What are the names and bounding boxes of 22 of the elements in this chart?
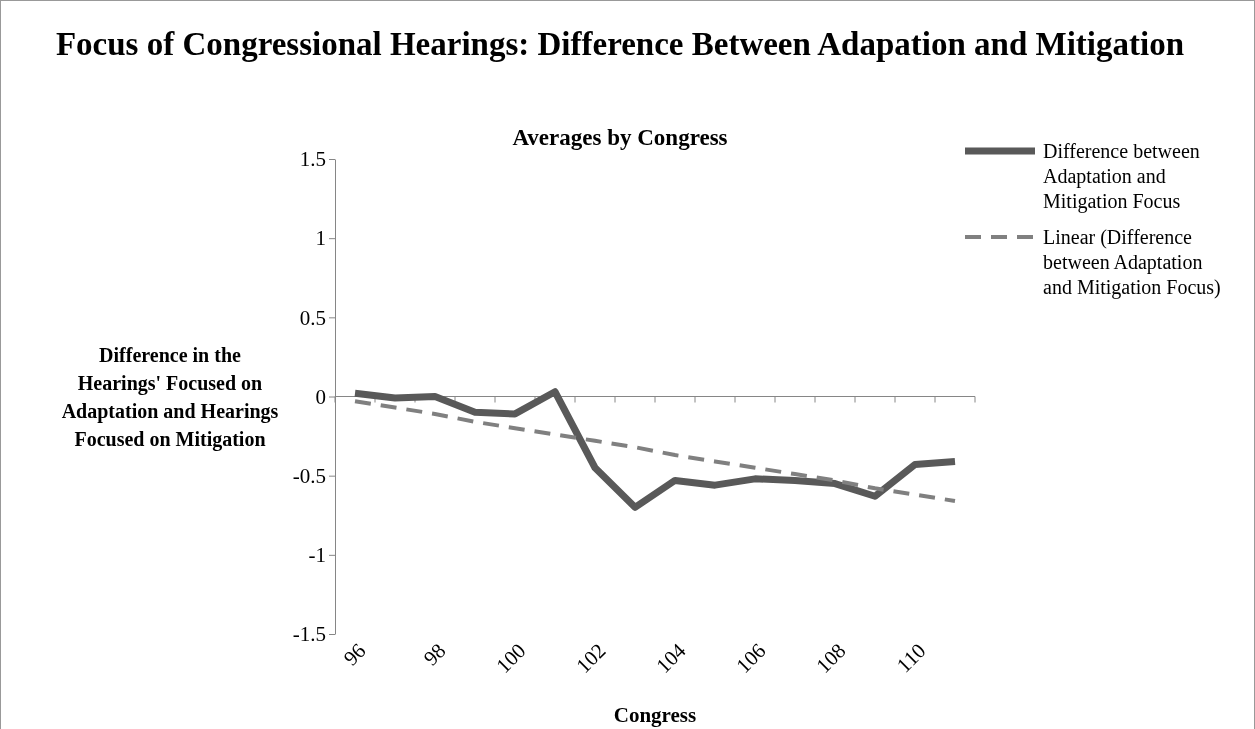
y-tick-label: -1.5 — [292, 622, 326, 647]
x-tick-label: 106 — [731, 638, 771, 678]
x-tick-label: 102 — [571, 638, 611, 678]
x-tick-label: 108 — [811, 638, 851, 678]
x-tick-label: 104 — [651, 638, 691, 678]
x-tick-label: 98 — [418, 638, 451, 671]
y-tick-label: -0.5 — [292, 463, 326, 488]
line-series — [353, 399, 957, 503]
x-tick-label: 110 — [891, 638, 931, 678]
y-tick-label: 1 — [315, 226, 326, 251]
x-tick-label: 100 — [491, 638, 531, 678]
y-tick-label: 0.5 — [299, 305, 326, 330]
chart-title: Focus of Congressional Hearings: Difference Between Adapation and Mitigation — [55, 26, 1185, 62]
legend-label: Linear (Difference between Adaptation and Mitigation Focus) — [1043, 226, 1221, 299]
chart-subtitle: Averages by Congress — [512, 125, 728, 150]
y-tick-label: 1.5 — [299, 147, 326, 172]
y-axis-title: Difference in the Hearings' Focused on Adaptation and Hearings Focused on Mitigation — [61, 343, 279, 451]
legend-label: Difference between Adaptation and Mitigation Focus — [1043, 140, 1200, 213]
x-tick-label: 96 — [338, 638, 371, 671]
x-axis-title: Congress — [613, 703, 697, 727]
y-tick-label: 0 — [315, 384, 326, 409]
y-tick-label: -1 — [308, 543, 326, 568]
